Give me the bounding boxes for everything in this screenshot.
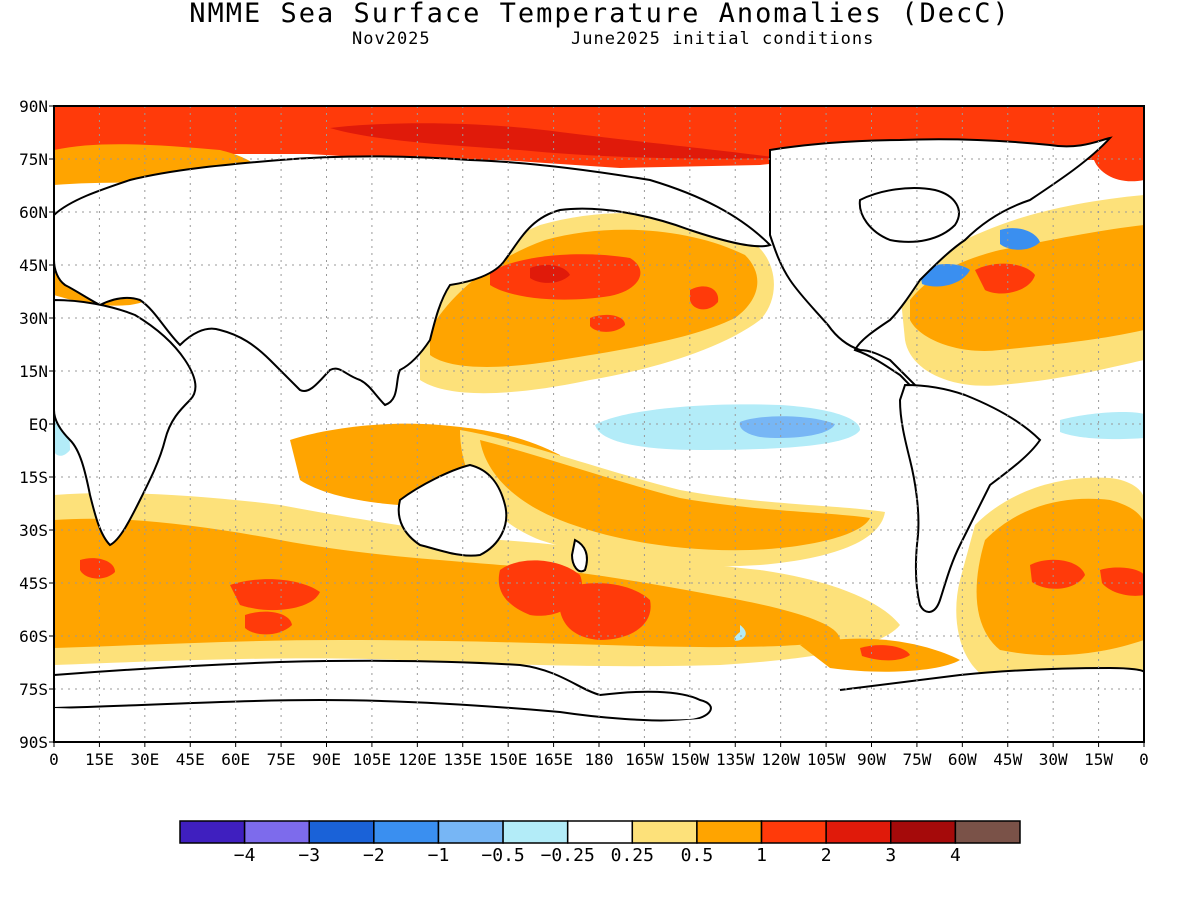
lon-tick-label: 75W [902,750,931,769]
arctic-strong-warm [330,123,780,159]
north-america-landmass [769,136,1113,397]
south-indian-warm-spot-1 [230,579,320,611]
colorbar-label: −2 [363,845,385,866]
colorbar-swatch [760,820,827,844]
lon-tick-label: 45W [993,750,1022,769]
labrador-cool-anomaly [1000,228,1040,250]
lon-tick-label: 165E [534,750,573,769]
gulf-stream-cool-anomaly [920,264,970,287]
new-zealand-landmass [570,538,588,573]
lon-tick-label: 30W [1039,750,1068,769]
south-atlantic-strong-warm-1 [1030,559,1085,589]
colorbar-swatch [373,820,440,844]
map-gridlines [54,106,1144,742]
colorbar-swatch [631,820,698,844]
lon-tick-label: 165W [625,750,664,769]
lat-tick-label: 15N [19,362,48,381]
lat-tick-label: 60N [19,203,48,222]
northeast-pacific-warm-spot [690,286,719,310]
north-atlantic-strong-warm [975,263,1035,294]
greenland-landmass [858,187,960,243]
lon-tick-label: 150E [489,750,528,769]
colorbar-swatch [566,820,634,844]
lon-tick-label: 180 [585,750,614,769]
lat-tick-label: 30S [19,521,48,540]
colorbar-label: 3 [885,845,896,866]
equatorial-atlantic-cool-anomaly [1060,412,1144,440]
colorbar-label: −0.25 [541,845,595,866]
lon-tick-label: 75E [267,750,296,769]
north-atlantic-warm [910,225,1144,351]
south-atlantic-strong-warm-2 [1100,567,1144,596]
colorbar-swatch [437,820,504,844]
colorbar-swatch [825,820,892,844]
south-atlantic-east-warm-spot [80,558,115,579]
colorbar-label: −3 [298,845,320,866]
australia-landmass [397,463,508,557]
antarctica-east-coast [839,666,1144,691]
valid-month-label: Nov2025 [352,29,431,49]
lat-tick-label: 15S [19,468,48,487]
lon-tick-label: 120W [761,750,800,769]
lon-tick-label: 0 [49,750,59,769]
lon-tick-label: 45E [176,750,205,769]
colorbar-label: 1 [756,845,767,866]
lon-tick-label: 60W [948,750,977,769]
lat-tick-label: 60S [19,627,48,646]
colorbar-swatch [243,820,310,844]
lon-tick-label: 15W [1084,750,1113,769]
colorbar: −4 −3 −2 −1 −0.5 −0.25 0.25 0.5 1 2 3 4 [179,820,1021,866]
north-pacific-core-warm [530,264,570,283]
drake-passage-strong-warm [860,645,910,661]
lat-tick-label: 30N [19,309,48,328]
colorbar-label: −0.5 [481,845,524,866]
lon-tick-label: 30E [130,750,159,769]
init-conditions-label: June2025 initial conditions [571,29,875,49]
lon-tick-label: 0 [1139,750,1149,769]
antarctica-west [54,659,712,722]
equatorial-pacific-cool-anomaly [595,404,860,450]
southern-ocean-cool-spot [734,625,746,641]
colorbar-label: 4 [950,845,961,866]
lon-tick-label: 90W [857,750,886,769]
south-pacific-warm [480,440,870,551]
lon-tick-label: 135E [443,750,482,769]
colorbar-swatch [308,820,375,844]
lon-tick-label: 60E [221,750,250,769]
southwest-pacific-warm-anomaly [559,583,651,640]
lon-tick-label: 15E [85,750,114,769]
chart-title: NMME Sea Surface Temperature Anomalies (… [189,0,1011,29]
lon-tick-label: 135W [716,750,755,769]
lon-tick-label: 105E [353,750,392,769]
map-axes: 0 15E 30E 45E 60E 75E 90E 105E 120E 135E 150E 165E 1… [19,97,1149,769]
colorbar-swatch [179,820,246,844]
africa-landmass [54,298,197,547]
lon-tick-label: 120E [398,750,437,769]
colorbar-label: 0.25 [611,845,654,866]
colorbar-swatch [954,820,1021,844]
lon-tick-label: 90E [312,750,341,769]
south-america-landmass [898,383,1042,613]
colorbar-swatch [696,820,763,844]
colorbar-label: −1 [428,845,450,866]
lat-tick-label: EQ [29,415,48,434]
lat-tick-label: 90N [19,97,48,116]
eurasia-landmass [54,155,772,407]
lat-tick-label: 45N [19,256,48,275]
colorbar-swatch [890,820,957,844]
south-indian-warm-spot-2 [245,611,292,635]
lon-tick-label: 105W [807,750,846,769]
colorbar-swatch [502,820,569,844]
lat-tick-label: 90S [19,733,48,752]
lat-tick-label: 75S [19,680,48,699]
lat-tick-label: 75N [19,150,48,169]
equatorial-pacific-core-cool [739,416,835,438]
colorbar-label: 2 [821,845,832,866]
colorbar-label: −4 [234,845,256,866]
lat-tick-label: 45S [19,574,48,593]
lon-tick-label: 150W [671,750,710,769]
central-north-pacific-warm-spot [590,314,625,332]
colorbar-label: 0.5 [681,845,714,866]
